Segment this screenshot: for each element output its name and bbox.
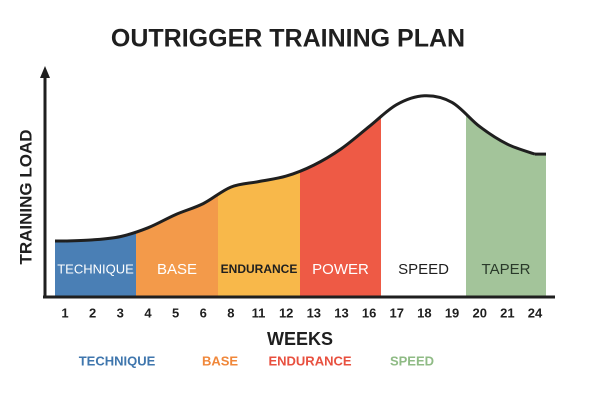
legend-entry: SPEED [390,353,434,368]
x-tick-label: 8 [227,305,234,320]
phase-label: SPEED [398,261,449,278]
x-axis-title: WEEKS [267,329,333,349]
legend-entry: BASE [202,353,238,368]
x-tick-label: 13 [307,305,321,320]
x-tick-label: 20 [472,305,486,320]
x-tick-label: 1 [61,305,68,320]
phase-band [218,95,300,296]
x-tick-label: 21 [500,305,514,320]
y-axis-title: TRAINING LOAD [16,129,35,264]
x-tick-label: 11 [252,305,266,320]
legend-entry: ENDURANCE [268,353,351,368]
phase-band [381,95,466,296]
x-tick-label: 16 [362,305,376,320]
phase-label: POWER [312,261,369,278]
x-tick-label: 3 [117,305,124,320]
x-tick-label: 17 [390,305,404,320]
x-tick-label: 12 [279,305,293,320]
x-tick-label: 4 [144,305,152,320]
x-tick-label: 18 [417,305,431,320]
x-tick-label: 6 [200,305,207,320]
x-tick-label: 2 [89,305,96,320]
chart-title: OUTRIGGER TRAINING PLAN [111,25,465,53]
phase-label: TECHNIQUE [57,261,134,276]
load-curve [64,94,536,243]
x-tick-label: 5 [172,305,179,320]
x-tick-label: 13 [334,305,348,320]
legend-entry: TECHNIQUE [79,353,156,368]
phase-label: BASE [157,261,197,278]
x-tick-label: 24 [528,305,543,320]
phase-label: ENDURANCE [221,262,298,276]
y-axis-arrow [40,66,50,78]
phase-label: TAPER [482,261,531,278]
x-tick-label: 19 [445,305,459,320]
